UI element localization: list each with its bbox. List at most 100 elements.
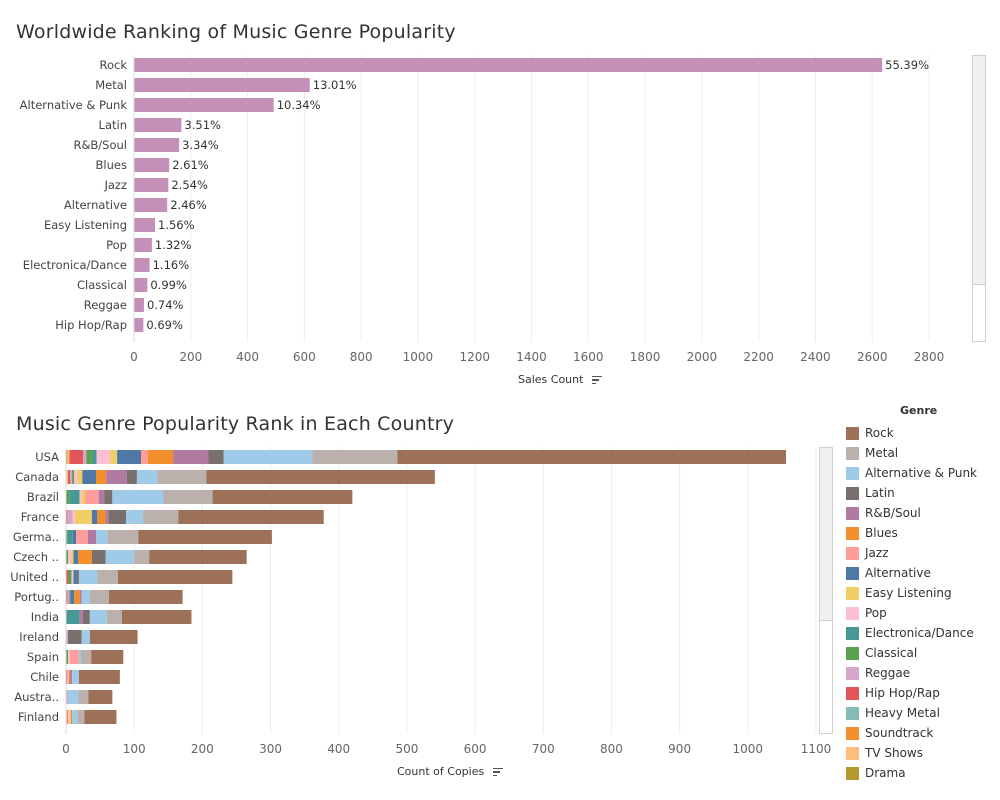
country-label: Chile xyxy=(30,670,59,684)
stacked-segment xyxy=(83,450,87,464)
legend-item[interactable]: Rock xyxy=(846,423,996,443)
x-tick-label: 1600 xyxy=(573,350,604,364)
stacked-segment xyxy=(77,470,83,484)
x-tick-label: 300 xyxy=(259,742,282,756)
country-label: Portug.. xyxy=(14,590,59,604)
legend-swatch xyxy=(846,486,859,500)
stacked-segment xyxy=(72,510,75,524)
stacked-segment xyxy=(68,710,70,724)
legend-item[interactable]: Easy Listening xyxy=(846,583,996,603)
stacked-segment xyxy=(96,530,108,544)
legend-label: Drama xyxy=(865,766,906,780)
legend-item[interactable]: Heavy Metal xyxy=(846,703,996,723)
sort-icon[interactable] xyxy=(492,766,503,779)
category-label: Blues xyxy=(96,158,127,172)
legend-label: Soundtrack xyxy=(865,726,934,740)
x-tick-label: 2400 xyxy=(800,350,831,364)
legend-item[interactable]: Latin xyxy=(846,483,996,503)
country-label: Spain xyxy=(27,650,59,664)
stacked-segment xyxy=(68,470,71,484)
bottom-x-axis-title: Count of Copies xyxy=(397,765,503,778)
stacked-segment xyxy=(72,530,77,544)
legend-swatch xyxy=(846,726,859,740)
data-label: 3.34% xyxy=(182,138,219,152)
category-label: Pop xyxy=(106,238,127,252)
genre-ranking-chart: 0 200 400 600 800 1000 1200 1400 1600 1800 2000 220… xyxy=(20,55,945,364)
legend-item[interactable]: Jazz xyxy=(846,543,996,563)
stacked-segment xyxy=(68,670,71,684)
legend-item[interactable]: Hip Hop/Rap xyxy=(846,683,996,703)
legend-swatch xyxy=(846,646,859,660)
legend-item[interactable]: TV Shows xyxy=(846,743,996,763)
x-tick-label: 400 xyxy=(327,742,350,756)
stacked-segment xyxy=(91,450,97,464)
stacked-segment xyxy=(68,630,82,644)
stacked-segment xyxy=(108,510,126,524)
x-tick-label: 2000 xyxy=(687,350,718,364)
stacked-segment xyxy=(66,470,69,484)
country-label: Austra.. xyxy=(14,690,59,704)
stacked-segment xyxy=(72,470,75,484)
stacked-segment xyxy=(91,650,124,664)
stacked-segment xyxy=(149,550,247,564)
legend-swatch xyxy=(846,626,859,640)
country-label: Ireland xyxy=(19,630,59,644)
stacked-segment xyxy=(89,590,109,604)
category-label: Jazz xyxy=(103,178,127,192)
legend-item[interactable]: Soundtrack xyxy=(846,723,996,743)
stacked-segment xyxy=(78,570,98,584)
x-tick-label: 2800 xyxy=(914,350,945,364)
stacked-segment xyxy=(74,590,80,604)
data-label: 0.69% xyxy=(146,318,183,332)
country-label: France xyxy=(21,510,59,524)
bottom-scroll-thumb[interactable] xyxy=(820,448,832,621)
category-label: Metal xyxy=(95,78,127,92)
legend-item[interactable]: R&B/Soul xyxy=(846,503,996,523)
legend-item[interactable]: Blues xyxy=(846,523,996,543)
stacked-segment xyxy=(66,630,69,644)
legend-swatch xyxy=(846,466,859,480)
stacked-segment xyxy=(89,630,138,644)
stacked-segment xyxy=(212,490,353,504)
legend-item[interactable]: Electronica/Dance xyxy=(846,623,996,643)
legend-item[interactable]: Pop xyxy=(846,603,996,623)
country-label: Czech .. xyxy=(13,550,59,564)
bar xyxy=(134,198,168,212)
stacked-segment xyxy=(81,590,90,604)
legend-swatch xyxy=(846,546,859,560)
stacked-segment xyxy=(66,690,69,704)
stacked-segment xyxy=(76,570,79,584)
legend-label: Classical xyxy=(865,646,918,660)
x-tick-label: 1100 xyxy=(801,742,832,756)
stacked-segment xyxy=(66,710,68,724)
bottom-chart-scrollbar[interactable] xyxy=(819,447,833,734)
x-tick-label: 1000 xyxy=(403,350,434,364)
x-tick-label: 800 xyxy=(600,742,623,756)
legend-item[interactable]: Drama xyxy=(846,763,996,783)
legend-item[interactable]: Classical xyxy=(846,643,996,663)
stacked-segment xyxy=(96,450,111,464)
legend-label: TV Shows xyxy=(865,746,923,760)
category-label: Classical xyxy=(77,278,127,292)
top-chart-scrollbar[interactable] xyxy=(972,55,986,342)
legend-item[interactable]: Reggae xyxy=(846,663,996,683)
stacked-segment xyxy=(69,590,71,604)
sort-icon[interactable] xyxy=(591,374,602,387)
stacked-segment xyxy=(106,470,127,484)
stacked-segment xyxy=(79,490,82,504)
legend-label: Reggae xyxy=(865,666,911,680)
top-scroll-thumb[interactable] xyxy=(973,56,985,285)
legend-item[interactable]: Alternative xyxy=(846,563,996,583)
legend-swatch xyxy=(846,706,859,720)
stacked-segment xyxy=(87,530,96,544)
stacked-segment xyxy=(67,670,69,684)
genre-legend: Genre Rock Metal Alternative & Punk Latin R&… xyxy=(846,404,996,783)
bottom-chart-title: Music Genre Popularity Rank in Each Coun… xyxy=(16,413,455,435)
data-label: 2.54% xyxy=(171,178,208,192)
stacked-segment xyxy=(157,470,207,484)
stacked-segment xyxy=(69,710,71,724)
legend-item[interactable]: Alternative & Punk xyxy=(846,463,996,483)
bar xyxy=(134,258,150,272)
legend-item[interactable]: Metal xyxy=(846,443,996,463)
stacked-segment xyxy=(85,490,99,504)
